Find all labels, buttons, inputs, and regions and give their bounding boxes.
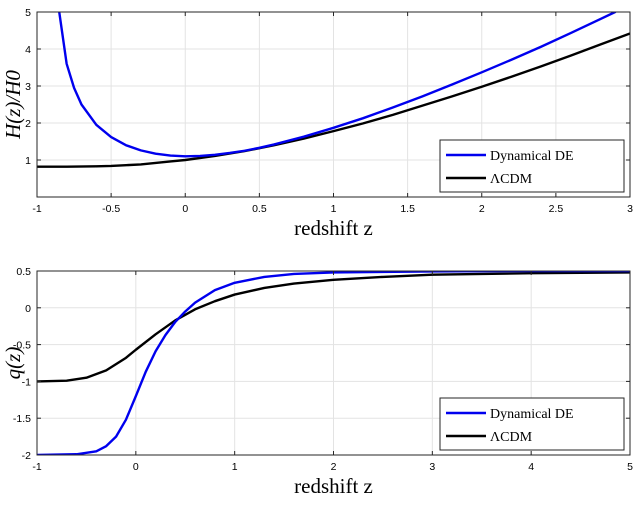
x-tick-label: -1 (32, 461, 41, 473)
x-tick-label: 1 (232, 461, 238, 473)
series-lines (37, 271, 630, 455)
y-tick-label: -1.5 (13, 413, 31, 425)
legend-box (439, 139, 625, 193)
legend: Dynamical DE ΛCDM (439, 139, 625, 193)
y-tick-label: 3 (25, 81, 31, 93)
legend-label: Dynamical DE (490, 149, 574, 164)
x-tick-label: 5 (627, 461, 633, 473)
x-tick-label: 3 (429, 461, 435, 473)
y-tick-label: 5 (25, 7, 31, 19)
y-axis-label: H(z)/H0 (1, 70, 25, 140)
series-line-lcdm (37, 32, 630, 168)
series-line-dynamical-de (37, 271, 630, 455)
tick-labels: -1 -0.5 0 0.5 1 1.5 2 2.5 3 1 2 3 4 5 (25, 7, 633, 215)
y-tick-label: 0.5 (16, 266, 31, 278)
x-tick-label: 0 (182, 203, 188, 215)
x-tick-label: 4 (528, 461, 534, 473)
y-tick-label: 1 (25, 155, 31, 167)
axes (36, 270, 631, 456)
legend-label: ΛCDM (490, 430, 533, 445)
x-tick-label: 2 (331, 461, 337, 473)
x-tick-label: 2 (479, 203, 485, 215)
series-lines (37, 12, 630, 168)
x-tick-label: -0.5 (102, 203, 120, 215)
y-tick-label: 4 (25, 44, 31, 56)
y-axis-label: q(z) (1, 347, 25, 380)
legend-label: Dynamical DE (490, 407, 574, 422)
x-tick-label: 0.5 (252, 203, 267, 215)
y-tick-label: -0.5 (13, 340, 31, 352)
deceleration-parameter-panel: -1 0 1 2 3 4 5 -2 -1.5 -1 -0.5 0 0.5 redshift z q(z)… (1, 266, 633, 498)
hubble-parameter-panel: -1 -0.5 0 0.5 1 1.5 2 2.5 3 1 2 3 4 5 redshift z H(z)… (1, 7, 633, 240)
x-tick-label: 3 (627, 203, 633, 215)
x-tick-label: 1.5 (400, 203, 415, 215)
legend: Dynamical DE ΛCDM (439, 397, 625, 451)
y-tick-label: -2 (22, 450, 31, 462)
series-line-dynamical-de (58, 12, 617, 158)
y-tick-label: 0 (25, 303, 31, 315)
y-tick-label: -1 (22, 376, 31, 388)
tick-labels: -1 0 1 2 3 4 5 -2 -1.5 -1 -0.5 0 0.5 (13, 266, 633, 473)
series-line-lcdm (37, 271, 630, 383)
legend-box (439, 397, 625, 451)
axes-box (36, 11, 631, 198)
x-axis-label: redshift z (294, 474, 373, 498)
x-tick-label: 1 (331, 203, 337, 215)
x-axis-label: redshift z (294, 216, 373, 240)
legend-label: ΛCDM (490, 172, 533, 187)
axes-box (36, 270, 631, 456)
x-tick-label: -1 (32, 203, 41, 215)
x-tick-label: 2.5 (549, 203, 564, 215)
axes (36, 11, 631, 198)
x-tick-label: 0 (133, 461, 139, 473)
y-tick-label: 2 (25, 118, 31, 130)
